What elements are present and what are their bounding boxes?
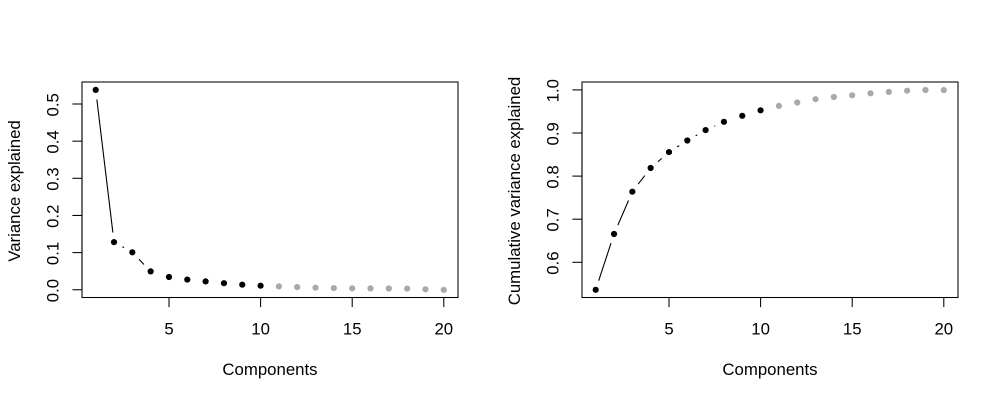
svg-text:20: 20 bbox=[434, 319, 453, 338]
svg-text:0.9: 0.9 bbox=[543, 122, 562, 145]
svg-text:0.2: 0.2 bbox=[43, 205, 62, 228]
svg-text:10: 10 bbox=[251, 319, 270, 338]
svg-text:Variance explained: Variance explained bbox=[5, 120, 24, 262]
svg-text:5: 5 bbox=[664, 319, 673, 338]
svg-text:0.4: 0.4 bbox=[43, 130, 62, 153]
svg-text:Components: Components bbox=[222, 360, 317, 379]
svg-text:0.8: 0.8 bbox=[543, 165, 562, 188]
svg-text:5: 5 bbox=[164, 319, 173, 338]
svg-text:0.6: 0.6 bbox=[543, 251, 562, 274]
svg-text:0.1: 0.1 bbox=[43, 242, 62, 265]
svg-text:Cumulative variance explained: Cumulative variance explained bbox=[505, 77, 524, 306]
svg-text:15: 15 bbox=[843, 319, 862, 338]
svg-text:0.3: 0.3 bbox=[43, 167, 62, 190]
svg-text:Components: Components bbox=[722, 360, 817, 379]
svg-text:20: 20 bbox=[934, 319, 953, 338]
svg-text:0.0: 0.0 bbox=[43, 279, 62, 302]
svg-text:0.7: 0.7 bbox=[543, 208, 562, 231]
svg-text:1.0: 1.0 bbox=[543, 79, 562, 102]
svg-text:10: 10 bbox=[751, 319, 770, 338]
svg-text:0.5: 0.5 bbox=[43, 93, 62, 116]
svg-text:15: 15 bbox=[343, 319, 362, 338]
